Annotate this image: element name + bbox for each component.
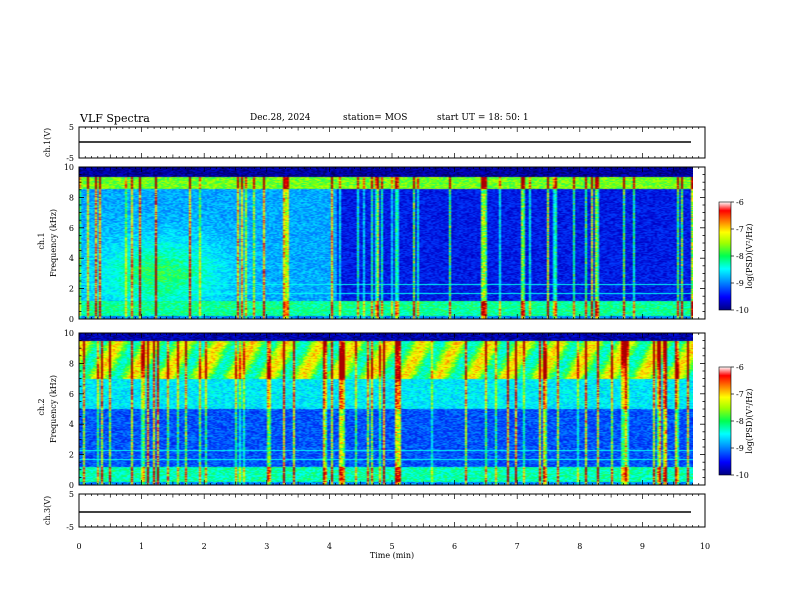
colorbar-label: log(PSD)(V²/Hz) (745, 223, 754, 288)
y-tick-label: 2 (69, 451, 74, 460)
y-axis-channel-label: ch.2 (37, 398, 46, 415)
x-tick-label: 8 (577, 542, 582, 551)
y-tick-label: -5 (66, 523, 74, 532)
y-axis-label: Frequency (kHz) (49, 209, 58, 277)
y-tick-label: 0 (69, 481, 74, 490)
y-tick-label: 4 (69, 420, 74, 429)
x-tick-label: 10 (700, 542, 710, 551)
chart-title: VLF Spectra (80, 112, 150, 125)
y-tick-label: 5 (69, 490, 74, 499)
y-tick-label: -5 (66, 154, 74, 163)
colorbar-tick-label: -8 (736, 417, 744, 426)
colorbar-tick-label: -6 (736, 363, 744, 372)
colorbar-tick-label: -6 (736, 198, 744, 207)
date-label: Dec.28, 2024 (250, 113, 311, 123)
ch2-spectrogram-image (79, 333, 693, 485)
y-tick-label: 6 (69, 390, 74, 399)
colorbar-tick-label: -10 (736, 306, 749, 315)
y-axis-channel-label: ch.1 (37, 232, 46, 249)
x-axis-label: Time (min) (370, 551, 414, 560)
colorbar-tick-label: -7 (736, 390, 744, 399)
ch1-spectrogram-panel (78, 166, 706, 320)
y-axis-label: ch.3(V) (43, 496, 52, 525)
y-tick-label: 4 (69, 254, 74, 263)
y-tick-label: 0 (69, 315, 74, 324)
y-axis-label: ch.1(V) (43, 128, 52, 157)
x-tick-label: 7 (515, 542, 520, 551)
y-tick-label: 8 (69, 359, 74, 368)
x-tick-label: 6 (452, 542, 457, 551)
ch1-spectrogram-image (79, 167, 693, 319)
x-tick-label: 3 (264, 542, 269, 551)
colorbar-tick-label: -7 (736, 225, 744, 234)
x-tick-label: 4 (327, 542, 332, 551)
y-tick-label: 2 (69, 285, 74, 294)
station-label: station= MOS (343, 113, 408, 123)
colorbar-tick-label: -9 (736, 444, 744, 453)
colorbar-tick-label: -8 (736, 252, 744, 261)
ch2-spectrogram-panel (78, 332, 706, 486)
y-axis-label: Frequency (kHz) (49, 375, 58, 443)
x-tick-label: 1 (139, 542, 144, 551)
x-tick-label: 0 (76, 542, 81, 551)
y-tick-label: 8 (69, 193, 74, 202)
colorbar-tick-label: -9 (736, 279, 744, 288)
ch1-colorbar (718, 201, 732, 311)
x-tick-label: 5 (389, 542, 394, 551)
y-tick-label: 10 (64, 329, 74, 338)
y-tick-label: 5 (69, 123, 74, 132)
y-tick-label: 10 (64, 163, 74, 172)
ch2-colorbar (718, 366, 732, 476)
colorbar-label: log(PSD)(V²/Hz) (745, 388, 754, 453)
y-tick-label: 6 (69, 224, 74, 233)
start-ut-label: start UT = 18: 50: 1 (437, 113, 529, 123)
x-tick-label: 9 (640, 542, 645, 551)
x-tick-label: 2 (202, 542, 207, 551)
colorbar-tick-label: -10 (736, 471, 749, 480)
